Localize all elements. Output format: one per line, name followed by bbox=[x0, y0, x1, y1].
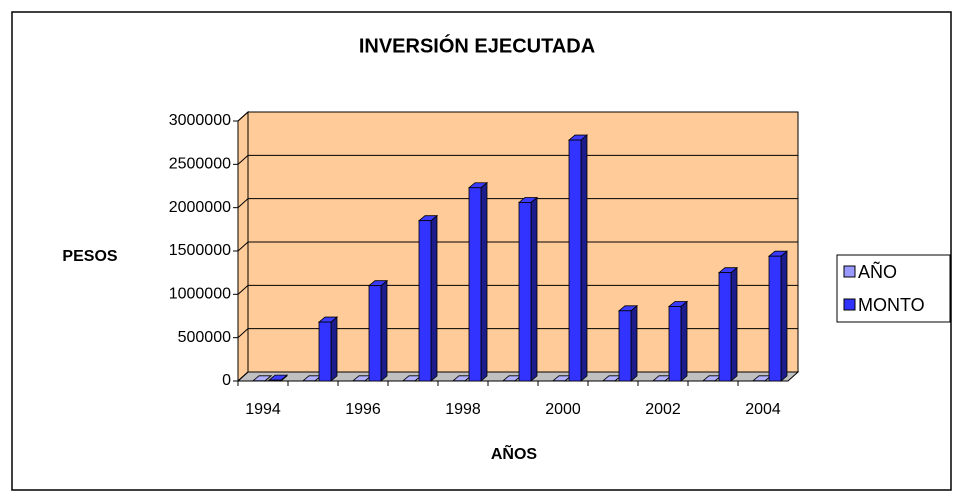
x-axis-label: AÑOS bbox=[491, 443, 538, 463]
bar bbox=[469, 183, 487, 381]
bar bbox=[669, 301, 687, 381]
bar-front bbox=[519, 202, 531, 381]
bar-front bbox=[369, 286, 381, 381]
bar-front bbox=[419, 221, 431, 381]
bar-front bbox=[269, 380, 281, 381]
x-tick-label: 2002 bbox=[645, 401, 681, 418]
bar-side bbox=[581, 135, 587, 381]
bar bbox=[519, 197, 537, 381]
bar-front bbox=[619, 311, 631, 381]
bar-front bbox=[669, 306, 681, 381]
bar bbox=[719, 268, 737, 381]
bar bbox=[319, 317, 337, 381]
bar-front bbox=[569, 140, 581, 381]
bar-side bbox=[481, 183, 487, 381]
x-tick-label: 1996 bbox=[345, 401, 381, 418]
bar-front bbox=[769, 256, 781, 381]
x-tick-label: 1998 bbox=[445, 401, 481, 418]
bar-front bbox=[719, 273, 731, 381]
y-tick-label: 3000000 bbox=[169, 112, 231, 129]
y-tick-label: 2000000 bbox=[169, 199, 231, 216]
bar-side bbox=[381, 281, 387, 381]
y-tick-label: 500000 bbox=[178, 329, 231, 346]
x-tick-label: 2000 bbox=[545, 401, 581, 418]
legend-label: AÑO bbox=[858, 261, 897, 282]
bar bbox=[369, 281, 387, 381]
bar-side bbox=[681, 301, 687, 381]
y-tick-label: 2500000 bbox=[169, 156, 231, 173]
bar-side bbox=[631, 306, 637, 381]
legend-swatch bbox=[844, 299, 855, 310]
y-axis-label: PESOS bbox=[62, 248, 117, 265]
bar-side bbox=[531, 197, 537, 381]
x-tick-label: 2004 bbox=[745, 401, 781, 418]
x-tick-label: 1994 bbox=[245, 401, 281, 418]
y-tick-label: 1500000 bbox=[169, 242, 231, 259]
legend-label: MONTO bbox=[858, 295, 925, 315]
bar-front bbox=[319, 322, 331, 381]
bar bbox=[569, 135, 587, 381]
bar-side bbox=[781, 251, 787, 381]
bar-side bbox=[331, 317, 337, 381]
bar bbox=[769, 251, 787, 381]
legend-swatch bbox=[844, 266, 855, 277]
chart-title: INVERSIÓN EJECUTADA bbox=[359, 33, 595, 57]
bar bbox=[419, 216, 437, 381]
bar bbox=[619, 306, 637, 381]
y-tick-label: 0 bbox=[222, 372, 231, 389]
bar-side bbox=[431, 216, 437, 381]
y-tick-label: 1000000 bbox=[169, 286, 231, 303]
bar-side bbox=[731, 268, 737, 381]
bar-front bbox=[469, 188, 481, 381]
